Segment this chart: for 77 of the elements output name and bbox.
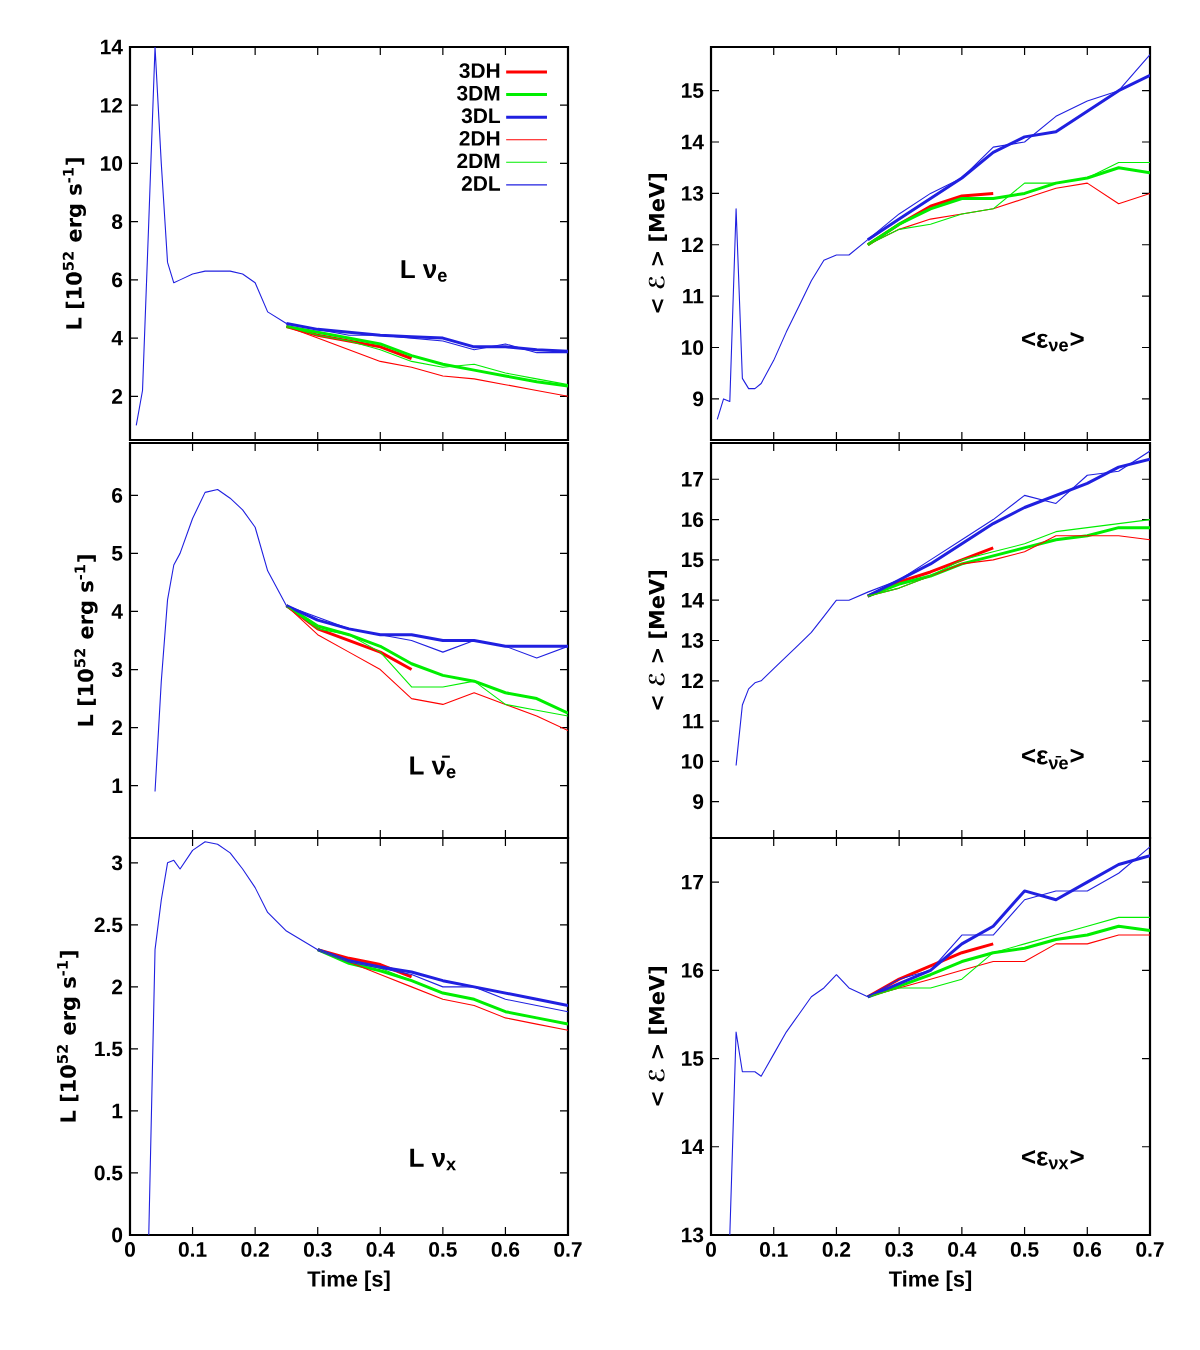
legend-label: 3DH xyxy=(459,63,500,79)
y-tick-label: 15 xyxy=(682,83,704,98)
y-tick-label: 10 xyxy=(682,754,704,769)
y-tick-label: 13 xyxy=(682,185,704,201)
annotation: <ε$_{ν̄e}$> xyxy=(1022,748,1084,770)
y-tick-label: 12 xyxy=(682,237,704,253)
y-tick-label: 11 xyxy=(683,713,704,729)
y-tick-label: 10 xyxy=(682,340,704,355)
legend-label: 2DM xyxy=(457,153,500,169)
y-tick-label: 14 xyxy=(682,134,704,150)
y-axis-title: L [10$^{52}$ erg s$^{-1}$] xyxy=(74,555,98,726)
y-axis-title: < ℰ > [MeV] xyxy=(648,571,668,710)
x-tick-label: 0 xyxy=(125,1242,135,1257)
x-tick-label: 0.7 xyxy=(1136,1242,1164,1257)
y-tick-label: 13 xyxy=(682,1227,704,1243)
x-tick-label: 0.6 xyxy=(1073,1242,1102,1257)
annotation: <ε$_{νx}$> xyxy=(1022,1150,1084,1170)
y-tick-label: 1 xyxy=(112,1103,123,1119)
x-tick-label: 0.1 xyxy=(759,1242,788,1257)
x-tick-label: 0.1 xyxy=(178,1242,207,1257)
y-tick-label: 9 xyxy=(693,794,704,810)
annotation: <ε$_{νe}$> xyxy=(1022,332,1084,352)
y-axis-title: L [10$^{52}$ erg s$^{-1}$] xyxy=(62,158,86,329)
y-tick-label: 4 xyxy=(111,604,123,619)
x-axis-title: Time [s] xyxy=(888,1270,972,1291)
y-tick-label: 14 xyxy=(682,593,704,608)
y-tick-label: 6 xyxy=(112,487,123,503)
y-tick-label: 12 xyxy=(101,97,123,113)
y-tick-label: 0 xyxy=(112,1227,123,1243)
x-tick-label: 0.2 xyxy=(822,1242,851,1257)
y-tick-label: 2 xyxy=(112,389,123,404)
legend-label: 2DL xyxy=(461,176,501,191)
y-tick-label: 3 xyxy=(111,662,123,677)
x-tick-label: 0.5 xyxy=(429,1242,457,1257)
annotation: L ν̄$_{e}$ xyxy=(410,755,456,779)
x-tick-label: 0.5 xyxy=(1010,1242,1039,1257)
x-tick-label: 0.3 xyxy=(885,1242,913,1257)
y-tick-label: 8 xyxy=(111,214,123,230)
y-tick-label: 5 xyxy=(111,546,123,561)
x-tick-label: 0.2 xyxy=(241,1242,269,1257)
y-tick-label: 2 xyxy=(112,720,123,735)
legend-label: 2DH xyxy=(459,130,500,146)
y-tick-label: 11 xyxy=(683,288,704,304)
y-tick-label: 1.5 xyxy=(95,1041,123,1057)
y-tick-label: 14 xyxy=(101,39,123,55)
y-tick-label: 17 xyxy=(682,472,704,487)
y-tick-label: 15 xyxy=(682,552,704,568)
y-axis-title: < ℰ > [MeV] xyxy=(648,967,668,1106)
y-tick-label: 9 xyxy=(693,391,704,407)
legend-label: 3DL xyxy=(461,108,501,124)
legend-label: 3DM xyxy=(456,85,500,101)
x-tick-label: 0 xyxy=(706,1242,716,1257)
x-axis-title: Time [s] xyxy=(307,1270,390,1291)
y-tick-label: 12 xyxy=(682,673,704,689)
y-tick-label: 16 xyxy=(682,962,704,978)
y-tick-label: 4 xyxy=(111,330,123,346)
y-tick-label: 2.5 xyxy=(94,917,123,933)
y-tick-label: 3 xyxy=(111,855,123,871)
x-tick-label: 0.4 xyxy=(948,1242,977,1257)
annotation: L ν$_{e}$ xyxy=(401,260,447,282)
y-axis-title: < ℰ > [MeV] xyxy=(648,174,668,313)
y-tick-label: 15 xyxy=(682,1051,704,1066)
annotation: L ν$_{x}$ xyxy=(410,1148,456,1171)
x-tick-label: 0.7 xyxy=(554,1242,582,1257)
y-tick-label: 6 xyxy=(112,272,123,288)
y-tick-label: 1 xyxy=(112,778,123,793)
x-tick-label: 0.4 xyxy=(366,1242,395,1257)
y-tick-label: 0.5 xyxy=(94,1165,123,1181)
y-tick-label: 2 xyxy=(112,979,123,995)
y-tick-label: 14 xyxy=(682,1139,704,1154)
y-tick-label: 16 xyxy=(682,512,704,527)
y-tick-label: 13 xyxy=(682,633,704,648)
x-tick-label: 0.3 xyxy=(303,1242,332,1257)
y-axis-title: L [10$^{52}$ erg s$^{-1}$] xyxy=(56,951,81,1122)
y-tick-label: 10 xyxy=(101,156,123,171)
y-tick-label: 17 xyxy=(682,874,704,890)
x-tick-label: 0.6 xyxy=(491,1242,520,1257)
